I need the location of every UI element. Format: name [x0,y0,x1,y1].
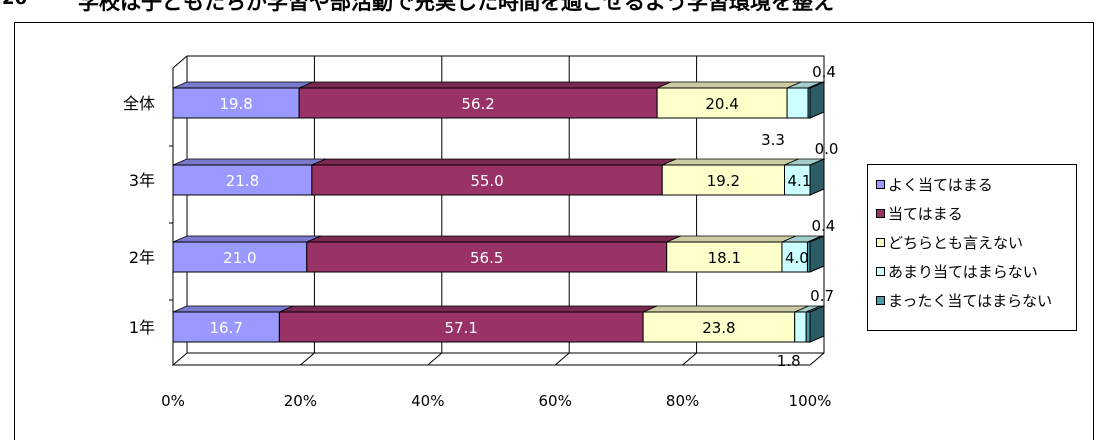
legend-swatch [876,267,885,276]
bar-top-face [311,158,677,166]
legend-label: よく当てはまる [888,176,993,194]
legend-swatch [876,209,885,218]
bar-segment [642,311,796,343]
data-label: 4.1 [788,172,812,190]
data-label: 0.4 [811,217,835,235]
gridline-floor [300,352,315,366]
data-label: 19.8 [219,95,252,113]
bar-segment [311,164,663,196]
bar-top-face [172,235,321,243]
bar-top-face [306,235,681,243]
plot-area-outline [171,55,825,366]
bar-top-face [298,81,672,89]
bar-top-face [642,305,809,313]
x-tick-label: 20% [284,392,317,410]
data-label: 3.3 [761,131,785,149]
legend-label: どちらとも言えない [888,234,1024,252]
x-tick-label: 0% [161,392,185,410]
gridline-floor [554,352,570,366]
y-tick-label: 2年 [129,248,155,267]
legend-item: どちらとも言えない [876,233,1076,262]
legend-item: よく当てはまる [876,175,1076,204]
data-label: 20.4 [705,95,738,113]
gridline-floor [427,352,443,366]
legend-swatch [876,180,885,189]
title-text: 学校は子どもたちが学習や部活動で充実した時間を過ごせるよう学習環境を整え [78,0,834,14]
legend-label: 当てはまる [888,205,963,223]
data-label: 19.2 [707,172,740,190]
data-label: 0.7 [810,287,834,305]
legend-item: あまり当てはまらない [876,262,1076,291]
bar-segment [172,241,308,273]
bar-segment [794,311,807,343]
x-tick-label: 60% [539,392,572,410]
data-label: 4.0 [785,249,809,267]
data-label: 55.0 [470,172,503,190]
bar-segment [786,87,809,119]
bar-segment [666,241,783,273]
bar-top-face [656,81,802,89]
legend-swatch [876,238,885,247]
legend-item: まったく当てはまらない [876,291,1076,320]
chart-frame [14,22,1094,440]
data-label: 0.4 [812,63,836,81]
legend-label: あまり当てはまらない [888,263,1038,281]
page-title: 26 学校は子どもたちが学習や部活動で充実した時間を過ごせるよう学習環境を整え [0,0,1112,20]
y-tick-label: 全体 [123,94,155,113]
data-label: 18.1 [708,249,741,267]
data-label: 21.8 [226,172,259,190]
data-label: 1.8 [777,352,801,370]
bar-end-face [809,305,825,343]
data-label: 57.1 [445,319,478,337]
bar-top-face [662,158,799,166]
data-label: 23.8 [702,319,735,337]
bar-top-face [666,235,797,243]
bar-end-face [809,81,825,119]
x-tick-label: 40% [411,392,444,410]
bar-segment [278,311,644,343]
x-tick-label: 100% [789,392,832,410]
legend: よく当てはまる 当てはまるどちらとも言えない あまり当てはまらない まったく当てはまら… [867,164,1077,331]
bar-segment [661,164,786,196]
bar-segment [172,311,280,343]
bar-segment [656,87,788,119]
legend-label: まったく当てはまらない [888,292,1053,310]
legend-item: 当てはまる [876,204,1076,233]
data-label: 56.5 [470,249,503,267]
bar-segment [784,164,812,196]
y-tick-label: 1年 [129,318,155,337]
data-label: 0.0 [815,140,839,158]
legend-swatch [876,296,885,305]
x-tick-label: 80% [666,392,699,410]
bar-top-face [172,305,294,313]
bar-top-face [279,305,658,313]
y-tick-label: 3年 [129,171,155,190]
title-number: 26 [2,0,27,9]
data-label: 56.2 [461,95,494,113]
data-label: 16.7 [209,319,242,337]
bar-segment [172,87,300,119]
bar-segment [306,241,668,273]
bar-end-face [809,235,825,273]
bar-top-face [172,158,327,166]
data-label: 21.0 [223,249,256,267]
bar-end-face [809,158,825,196]
bar-top-face [172,81,314,89]
gridline-floor [682,352,697,366]
bar-segment [172,164,313,196]
